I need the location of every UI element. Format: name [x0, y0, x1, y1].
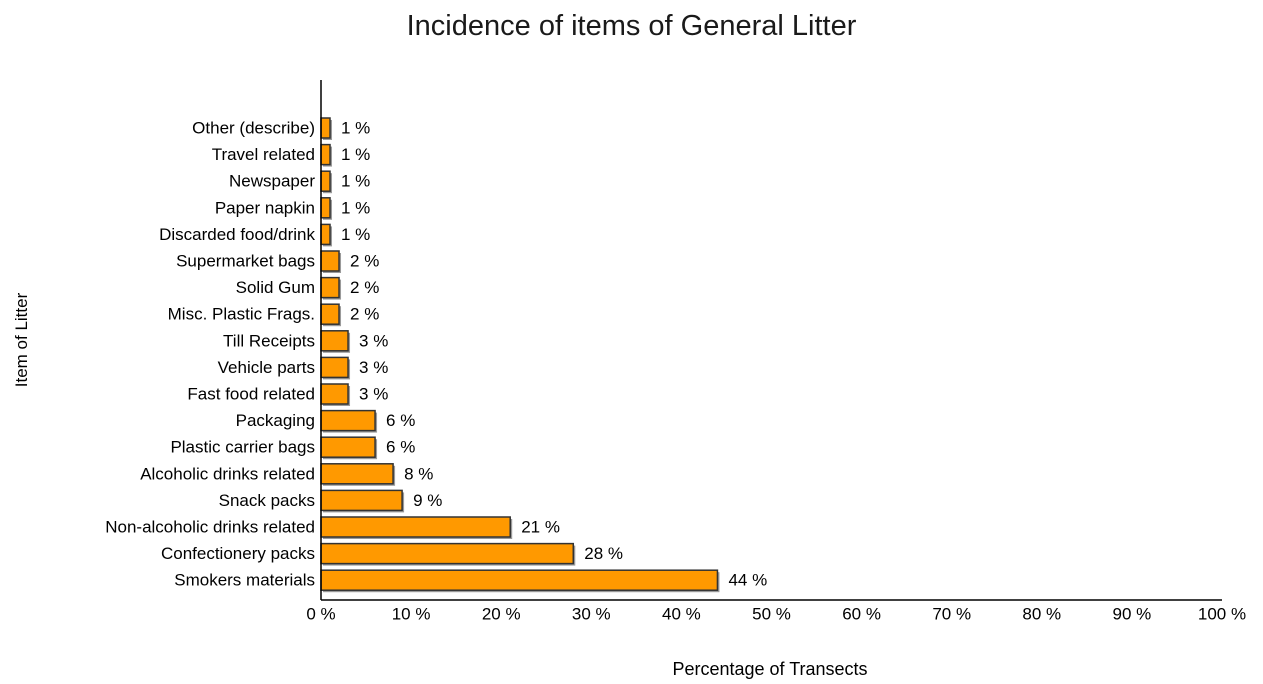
bar — [320, 250, 340, 272]
x-tick-label: 10 % — [392, 605, 431, 624]
bar — [320, 569, 719, 591]
bar — [320, 489, 403, 512]
x-tick-label: 60 % — [842, 605, 881, 624]
data-label: 3 % — [359, 358, 388, 377]
data-label: 6 % — [386, 411, 415, 430]
data-label: 21 % — [521, 518, 560, 537]
bar — [320, 330, 349, 352]
category-label: Vehicle parts — [218, 358, 315, 377]
data-label: 1 % — [341, 145, 370, 164]
x-tick-label: 80 % — [1022, 605, 1061, 624]
category-label: Snack packs — [219, 491, 315, 510]
category-label: Other (describe) — [192, 119, 315, 138]
data-label: 1 % — [341, 172, 370, 191]
category-label: Misc. Plastic Frags. — [168, 305, 315, 324]
x-tick-label: 70 % — [932, 605, 971, 624]
category-label: Supermarket bags — [176, 252, 315, 271]
bar — [320, 170, 331, 192]
bar — [320, 463, 394, 485]
category-label: Newspaper — [229, 172, 315, 191]
bar — [320, 542, 575, 565]
bar — [320, 117, 331, 139]
category-label: Discarded food/drink — [159, 225, 315, 244]
data-label: 2 % — [350, 252, 379, 271]
data-label: 1 % — [341, 119, 370, 138]
data-label: 28 % — [584, 544, 623, 563]
data-label: 3 % — [359, 331, 388, 350]
category-label: Plastic carrier bags — [170, 438, 315, 457]
category-label: Fast food related — [187, 385, 315, 404]
data-label: 3 % — [359, 385, 388, 404]
x-tick-label: 100 % — [1198, 605, 1246, 624]
category-label: Solid Gum — [236, 278, 315, 297]
bar — [320, 516, 511, 538]
bar — [320, 383, 349, 405]
x-tick-label: 40 % — [662, 605, 701, 624]
x-axis-title: Percentage of Transects — [672, 659, 868, 679]
data-label: 2 % — [350, 305, 379, 324]
category-label: Packaging — [236, 411, 315, 430]
category-label: Smokers materials — [174, 571, 315, 590]
bar — [320, 356, 349, 379]
data-label: 9 % — [413, 491, 442, 510]
bar — [320, 143, 331, 166]
category-label: Non-alcoholic drinks related — [105, 518, 315, 537]
category-label: Alcoholic drinks related — [140, 464, 315, 483]
chart-title: Incidence of items of General Litter — [406, 10, 857, 42]
bar — [320, 303, 340, 325]
data-label: 1 % — [341, 198, 370, 217]
data-label: 44 % — [728, 571, 767, 590]
data-label: 6 % — [386, 438, 415, 457]
x-tick-label: 90 % — [1113, 605, 1152, 624]
category-label: Paper napkin — [215, 198, 315, 217]
category-label: Travel related — [212, 145, 315, 164]
x-tick-label: 50 % — [752, 605, 791, 624]
data-label: 1 % — [341, 225, 370, 244]
data-label: 8 % — [404, 464, 433, 483]
bar — [320, 197, 331, 219]
bar — [320, 276, 340, 299]
x-tick-label: 20 % — [482, 605, 521, 624]
x-tick-label: 30 % — [572, 605, 611, 624]
data-label: 2 % — [350, 278, 379, 297]
bar — [320, 223, 331, 246]
bar — [320, 436, 376, 458]
category-label: Till Receipts — [223, 331, 315, 350]
x-tick-label: 0 % — [306, 605, 335, 624]
bar — [320, 409, 376, 432]
category-label: Confectionery packs — [161, 544, 315, 563]
